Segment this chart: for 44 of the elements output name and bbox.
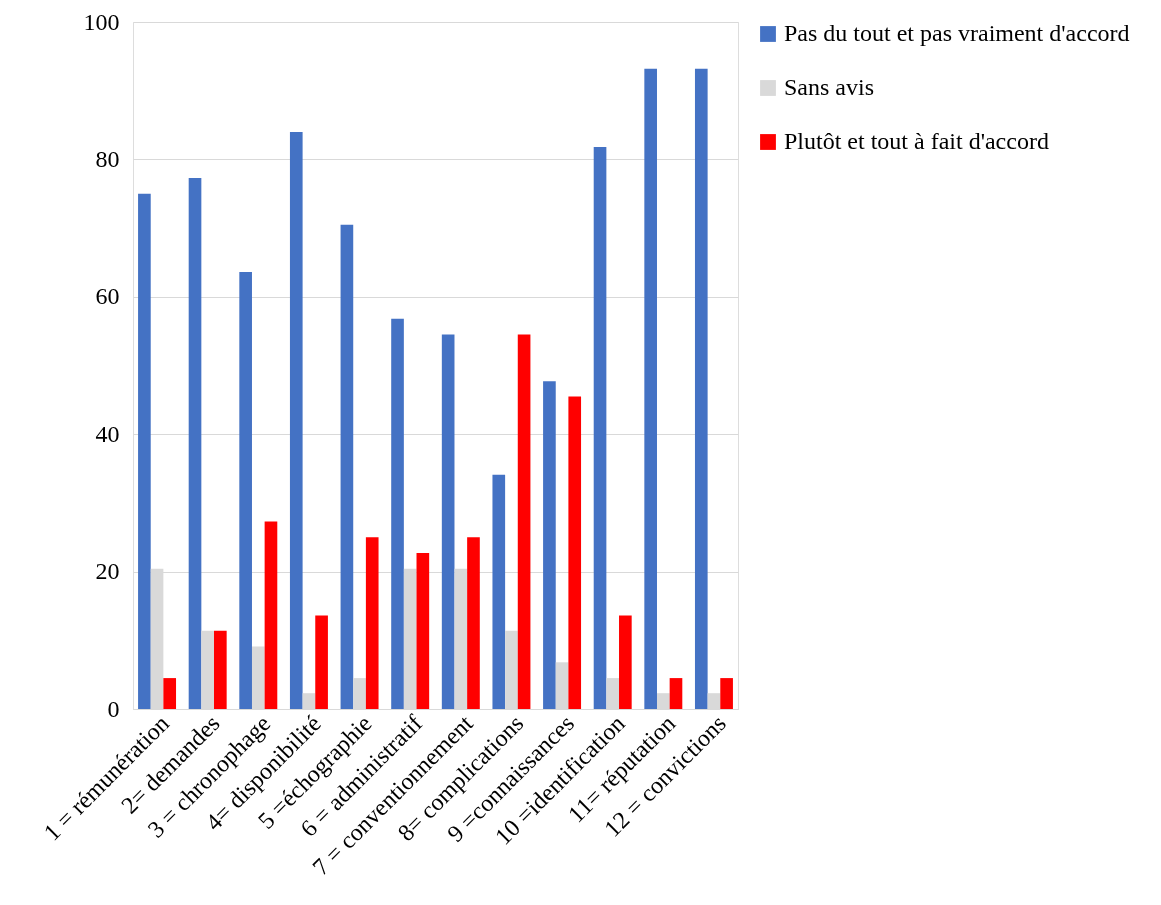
bar xyxy=(315,615,328,709)
legend-label: Pas du tout et pas vraiment d'accord xyxy=(784,20,1130,46)
y-tick-label: 100 xyxy=(83,8,120,35)
bar xyxy=(403,568,417,709)
bar xyxy=(555,662,569,709)
bar xyxy=(454,568,468,709)
bar xyxy=(302,693,316,709)
y-tick-label: 60 xyxy=(95,283,120,310)
bar xyxy=(720,678,733,709)
bar xyxy=(214,630,227,709)
bar xyxy=(568,396,582,709)
bar xyxy=(467,537,480,709)
bar xyxy=(543,381,556,709)
bar xyxy=(492,474,506,709)
bar xyxy=(505,630,518,709)
y-tick-label: 20 xyxy=(95,558,120,585)
bar xyxy=(340,224,354,709)
bar xyxy=(619,615,632,709)
bar xyxy=(644,68,657,709)
bar xyxy=(416,553,430,709)
bar xyxy=(251,646,265,709)
bar xyxy=(517,334,531,709)
y-tick-label: 40 xyxy=(95,420,120,447)
bar xyxy=(657,693,670,709)
legend-label: Sans avis xyxy=(784,74,874,100)
bar xyxy=(289,131,303,709)
bar xyxy=(163,678,177,709)
bar xyxy=(593,147,607,709)
bar xyxy=(365,537,379,709)
bar xyxy=(707,693,721,709)
bar xyxy=(606,678,620,709)
bar xyxy=(138,193,151,709)
bar xyxy=(201,630,214,709)
bar xyxy=(353,678,366,709)
legend-label: Plutôt et tout à fait d'accord xyxy=(784,128,1049,154)
y-tick-label: 0 xyxy=(107,695,120,722)
bar xyxy=(441,334,455,709)
bar xyxy=(669,678,683,709)
bar xyxy=(391,318,404,709)
bar xyxy=(694,68,708,709)
y-tick-label: 80 xyxy=(95,145,120,172)
bar xyxy=(188,177,202,709)
bar xyxy=(239,272,252,709)
bar xyxy=(264,521,278,709)
